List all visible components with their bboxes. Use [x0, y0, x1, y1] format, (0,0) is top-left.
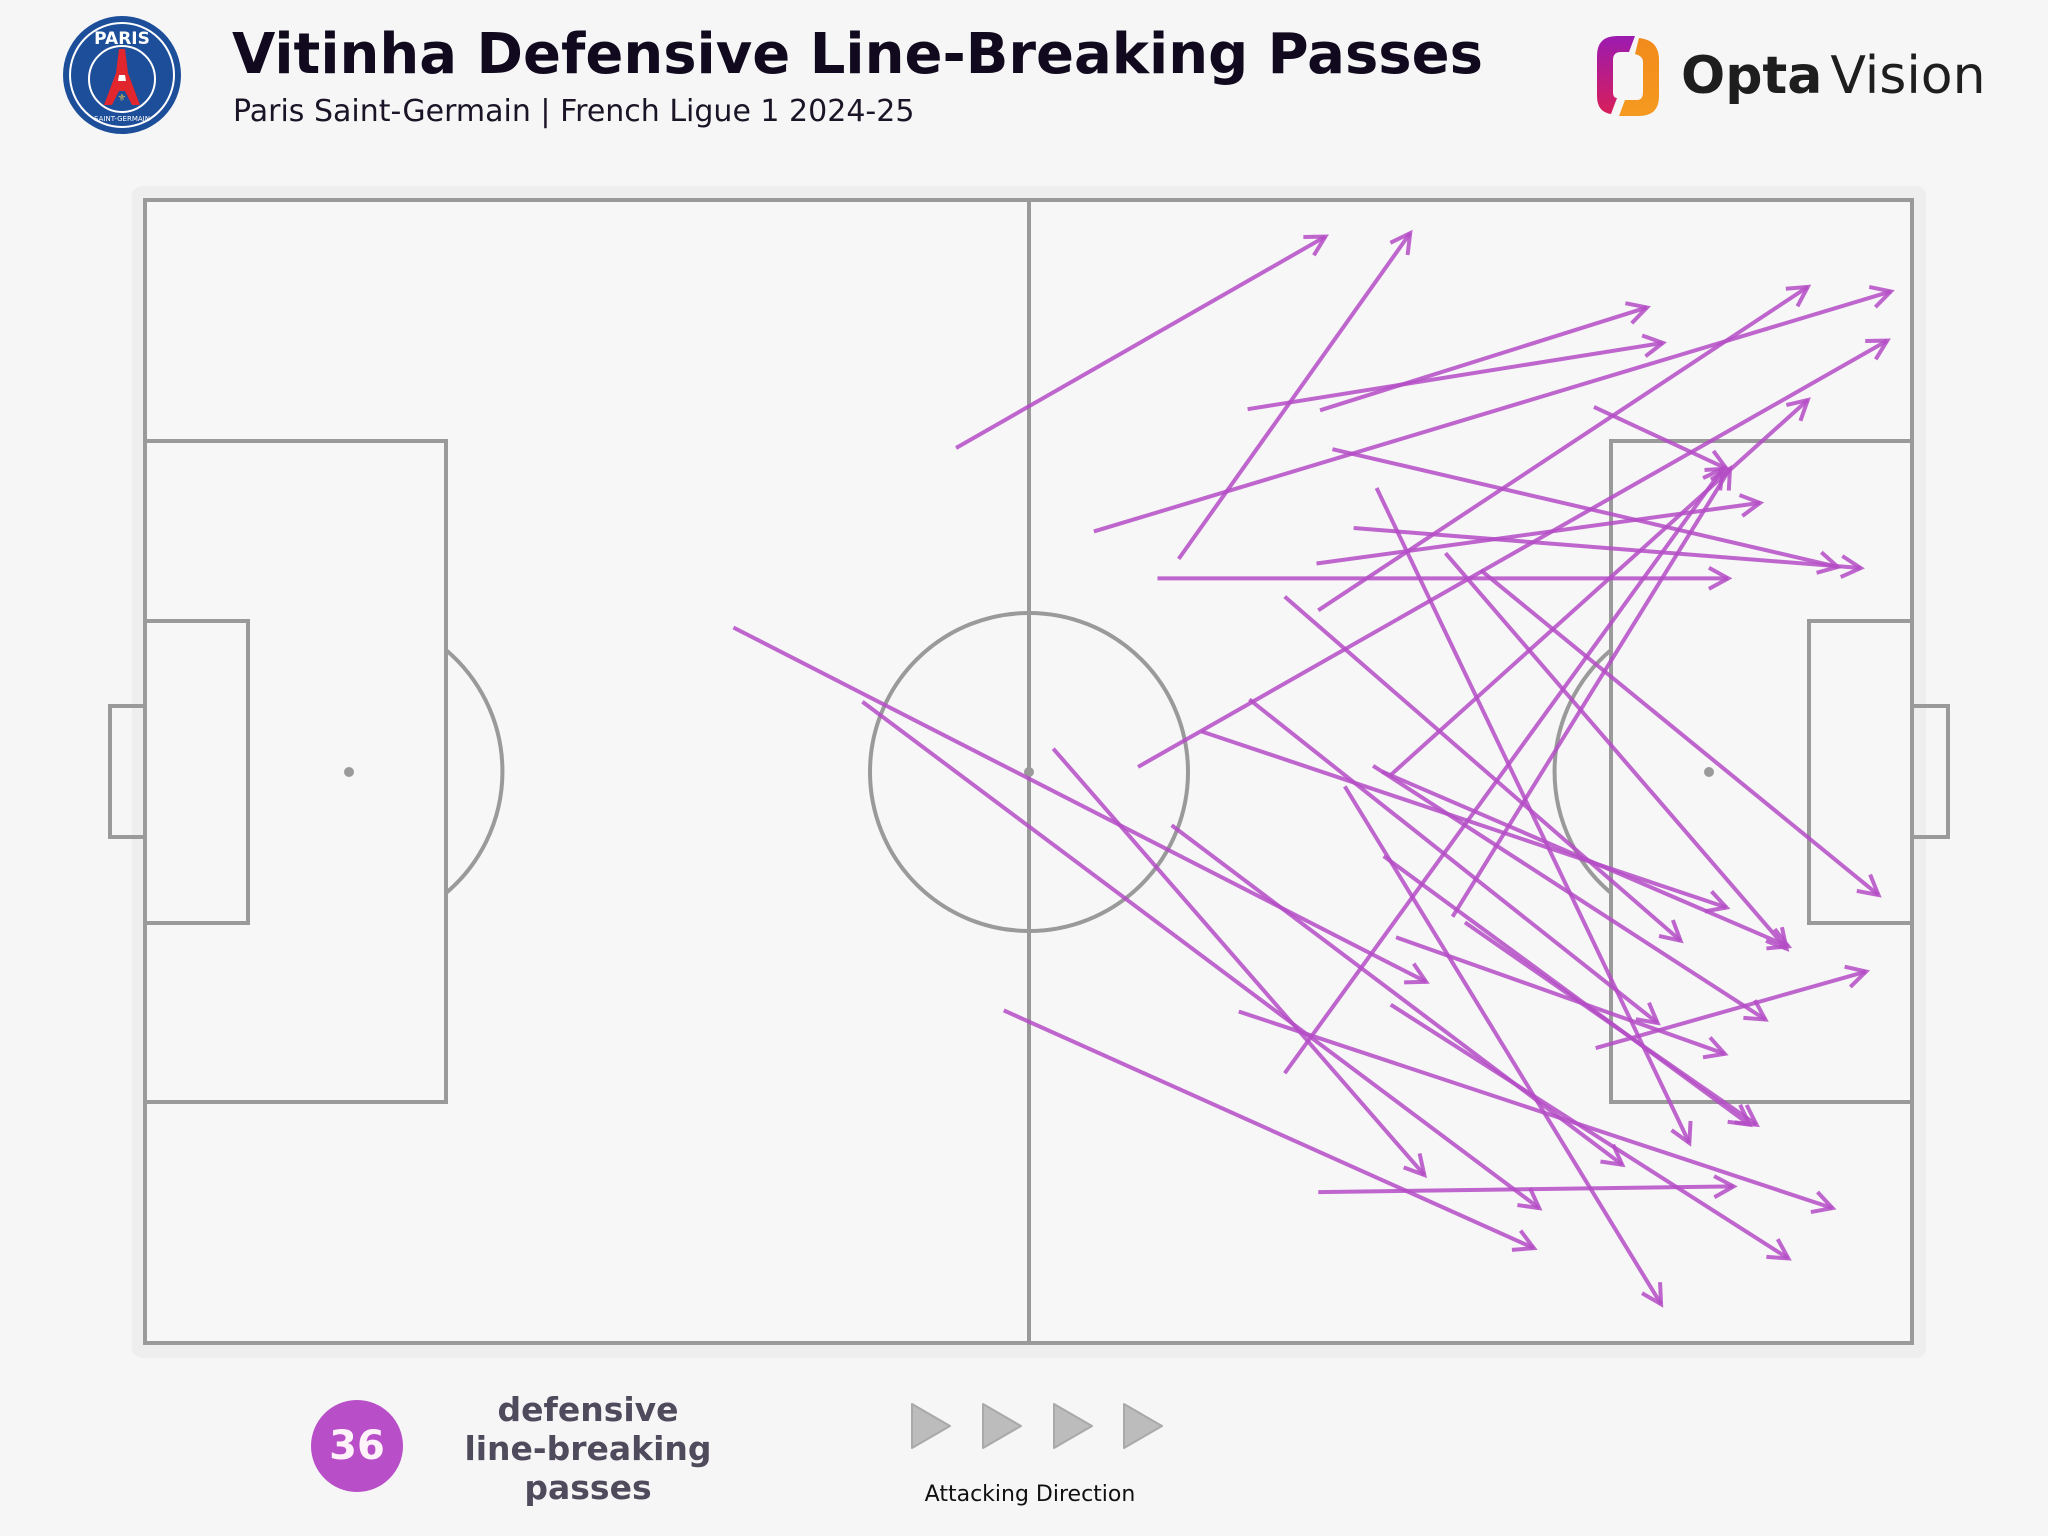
left-penalty-spot: [344, 767, 354, 777]
arrowhead-icon: [1713, 1174, 1738, 1199]
pass-arrow: [1343, 785, 1664, 1308]
svg-text:SAINT-GERMAIN: SAINT-GERMAIN: [94, 115, 150, 123]
pass-arrow: [1479, 568, 1882, 898]
arrowhead-icon: [1511, 1229, 1538, 1252]
pass-arrow: [1002, 1008, 1538, 1252]
attacking-direction-label: Attacking Direction: [924, 1482, 1136, 1507]
left-goal: [108, 704, 147, 839]
right-goal: [1910, 704, 1950, 839]
arrowhead-icon: [1743, 999, 1769, 1022]
left-penalty-arc: [444, 648, 505, 895]
arrowhead-icon: [1734, 1104, 1760, 1128]
svg-text:⚜: ⚜: [118, 93, 127, 104]
pass-arrow: [1317, 284, 1812, 613]
pass-arrow: [861, 700, 1543, 1211]
legend: 36 defensive line-breaking passes Attack…: [0, 1370, 2048, 1536]
triangle-right-icon: [982, 1403, 1022, 1449]
arrowhead-icon: [1785, 284, 1812, 308]
pass-arrow: [1353, 526, 1865, 579]
pass-arrow: [1247, 333, 1667, 412]
pass-arrow: [1381, 769, 1793, 951]
pass-arrow: [1201, 729, 1731, 914]
triangle-right-icon: [1053, 1403, 1093, 1449]
centre-circle: [868, 611, 1190, 933]
pass-arrow: [1395, 935, 1729, 1060]
opta-vision-logo-icon: [1597, 36, 1659, 116]
centre-spot: [1024, 767, 1034, 777]
pass-arrow: [1371, 764, 1769, 1022]
opta-vision-logo: Opta Vision: [1595, 34, 1986, 118]
arrowhead-icon: [1635, 1001, 1661, 1026]
arrowhead-icon: [1810, 1190, 1837, 1215]
pass-arrow: [1389, 1002, 1792, 1261]
pass-arrow: [1283, 465, 1726, 1075]
pass-arrow: [1177, 229, 1413, 561]
arrowhead-icon: [1702, 1036, 1729, 1060]
arrowhead-icon: [1844, 964, 1871, 989]
pass-arrow: [1137, 338, 1891, 769]
page-subtitle: Paris Saint-Germain | French Ligue 1 202…: [233, 94, 915, 129]
arrowhead-icon: [1641, 333, 1667, 358]
pass-arrow: [955, 234, 1329, 450]
arrowhead-icon: [1624, 301, 1651, 325]
brand-word-vision: Vision: [1830, 46, 1986, 106]
pass-count-label: defensive line-breaking passes: [464, 1390, 712, 1507]
arrowhead-icon: [1303, 234, 1329, 257]
arrowhead-icon: [1517, 1187, 1543, 1211]
arrowhead-icon: [1641, 1282, 1664, 1308]
arrowhead-icon: [1389, 229, 1413, 256]
arrowhead-icon: [1785, 397, 1811, 422]
pass-arrow: [1157, 566, 1733, 591]
pass-arrow: [732, 625, 1430, 985]
pass-arrow: [1463, 920, 1760, 1128]
pass-arrows: [732, 229, 1895, 1308]
arrowhead-icon: [1402, 1153, 1428, 1179]
triangle-right-icon: [911, 1403, 951, 1449]
pass-arrow: [1238, 1009, 1837, 1215]
arrowhead-icon: [1707, 566, 1733, 591]
pass-count-badge: 36: [311, 1400, 403, 1492]
arrowhead-icon: [1600, 1143, 1626, 1168]
arrowhead-icon: [1404, 962, 1430, 985]
header: PARIS SAINT-GERMAIN ⚜ Vitinha Defensive …: [0, 0, 2048, 150]
pass-arrow: [1248, 697, 1661, 1026]
right-penalty-arc: [1552, 648, 1613, 895]
arrowhead-icon: [1856, 873, 1882, 898]
pass-arrow: [1170, 823, 1626, 1168]
pass-arrow: [1093, 284, 1895, 534]
pass-arrow: [1318, 1174, 1738, 1199]
arrowhead-icon: [1865, 338, 1891, 361]
arrowhead-icon: [1868, 284, 1895, 309]
svg-text:PARIS: PARIS: [94, 29, 150, 49]
arrowhead-icon: [1766, 927, 1793, 951]
attacking-direction-arrows: [911, 1403, 1163, 1449]
arrowhead-icon: [1670, 1120, 1693, 1147]
triangle-right-icon: [1123, 1403, 1163, 1449]
page-title: Vitinha Defensive Line-Breaking Passes: [232, 22, 1483, 87]
pass-arrow: [1389, 397, 1811, 777]
arrowhead-icon: [1766, 1238, 1792, 1261]
arrowhead-icon: [1704, 890, 1731, 914]
pass-arrow: [1374, 487, 1693, 1147]
pass-arrow: [1443, 551, 1790, 952]
arrowhead-icon: [1839, 554, 1865, 579]
arrowhead-icon: [1765, 926, 1790, 952]
psg-crest-icon: PARIS SAINT-GERMAIN ⚜: [63, 16, 181, 134]
arrowhead-icon: [1658, 919, 1684, 944]
arrowhead-icon: [1738, 493, 1765, 518]
brand-word-opta: Opta: [1681, 46, 1823, 106]
pass-arrow: [1051, 747, 1428, 1179]
pass-arrow: [1319, 301, 1651, 413]
right-penalty-spot: [1704, 767, 1714, 777]
pass-arrow: [1595, 964, 1871, 1051]
pass-arrow: [1316, 493, 1765, 566]
pass-arrow: [1283, 595, 1684, 944]
arrowhead-icon: [1702, 465, 1726, 491]
